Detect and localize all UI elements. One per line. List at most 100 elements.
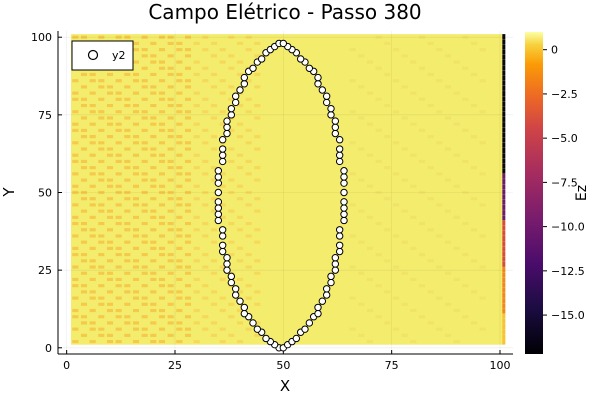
heatmap-cell bbox=[106, 209, 114, 213]
heatmap-cell bbox=[462, 315, 469, 319]
heatmap-cell bbox=[89, 135, 96, 139]
heatmap-cell bbox=[150, 302, 157, 306]
heatmap-cell bbox=[80, 209, 88, 213]
heatmap-cell bbox=[210, 54, 218, 58]
heatmap-cell bbox=[184, 333, 192, 337]
heatmap-cell bbox=[418, 66, 426, 70]
heatmap-cell bbox=[167, 135, 174, 139]
heatmap-cell bbox=[427, 72, 434, 77]
heatmap-cell bbox=[167, 159, 174, 163]
heatmap-cell bbox=[470, 197, 478, 201]
heatmap-cell bbox=[124, 72, 131, 77]
heatmap-cell bbox=[150, 135, 157, 139]
heatmap-cell bbox=[384, 197, 391, 201]
heatmap-cell bbox=[401, 116, 408, 120]
heatmap-cell bbox=[358, 116, 365, 120]
heatmap-cell bbox=[132, 290, 140, 294]
heatmap-cell bbox=[444, 116, 452, 120]
heatmap-cell bbox=[141, 110, 148, 114]
heatmap-cell bbox=[106, 103, 114, 108]
scatter-point bbox=[214, 167, 223, 175]
heatmap-edge-cell bbox=[502, 272, 506, 278]
heatmap-cell bbox=[254, 240, 261, 244]
heatmap-cell bbox=[132, 60, 140, 64]
heatmap-cell bbox=[219, 277, 226, 282]
heatmap-cell bbox=[392, 296, 400, 300]
heatmap-cell bbox=[80, 315, 88, 319]
heatmap-cell bbox=[141, 203, 148, 207]
heatmap-cell bbox=[150, 321, 157, 325]
heatmap-cell bbox=[106, 308, 114, 313]
heatmap-cell bbox=[193, 259, 200, 263]
heatmap-cell bbox=[410, 122, 417, 126]
heatmap-cell bbox=[210, 271, 218, 275]
heatmap-cell bbox=[89, 172, 96, 176]
heatmap-cell bbox=[150, 147, 157, 151]
heatmap-cell bbox=[184, 66, 192, 70]
heatmap-cell bbox=[167, 66, 174, 70]
heatmap-cell bbox=[375, 284, 382, 288]
heatmap-cell bbox=[375, 253, 382, 257]
heatmap-cell bbox=[124, 147, 131, 151]
scatter-point bbox=[240, 303, 249, 312]
heatmap-cell bbox=[150, 197, 157, 201]
heatmap-cell bbox=[470, 103, 478, 108]
heatmap-cell bbox=[98, 190, 105, 195]
heatmap-cell bbox=[98, 141, 105, 145]
heatmap-cell bbox=[193, 290, 200, 294]
heatmap-cell bbox=[210, 116, 218, 120]
heatmap-cell bbox=[89, 308, 96, 313]
scatter-point bbox=[214, 216, 223, 225]
heatmap-cell bbox=[141, 172, 148, 176]
heatmap-cell bbox=[470, 41, 478, 45]
legend-marker-y2 bbox=[87, 49, 99, 61]
heatmap-cell bbox=[106, 228, 114, 232]
heatmap-cell bbox=[124, 103, 131, 108]
heatmap-edge-cell bbox=[502, 96, 506, 102]
heatmap-cell bbox=[193, 135, 200, 139]
scatter-point bbox=[218, 145, 227, 153]
heatmap-cell bbox=[366, 215, 374, 219]
heatmap-cell bbox=[349, 234, 356, 238]
heatmap-cell bbox=[236, 60, 244, 64]
scatter-point bbox=[218, 241, 227, 249]
heatmap-cell bbox=[245, 128, 252, 132]
heatmap-cell bbox=[254, 209, 261, 213]
heatmap-cell bbox=[72, 159, 79, 163]
heatmap-edge-cell bbox=[502, 80, 506, 86]
heatmap-cell bbox=[132, 277, 140, 282]
colorbar-tick-label: −12.5 bbox=[551, 265, 585, 278]
scatter-point bbox=[305, 64, 314, 72]
heatmap-cell bbox=[210, 302, 218, 306]
heatmap-cell bbox=[132, 296, 140, 300]
heatmap-cell bbox=[89, 234, 96, 238]
scatter-point bbox=[296, 55, 305, 63]
heatmap-cell bbox=[132, 166, 140, 170]
heatmap-cell bbox=[80, 222, 88, 226]
heatmap-cell bbox=[89, 340, 96, 344]
heatmap-cell bbox=[115, 190, 122, 195]
scatter-point bbox=[253, 325, 262, 333]
scatter-point bbox=[305, 319, 314, 327]
heatmap-cell bbox=[210, 240, 218, 244]
heatmap-cell bbox=[167, 147, 174, 151]
heatmap-cell bbox=[418, 253, 426, 257]
scatter-point bbox=[231, 285, 240, 293]
heatmap-cell bbox=[106, 197, 114, 201]
scatter-point bbox=[340, 204, 348, 212]
heatmap-cell bbox=[89, 290, 96, 294]
heatmap-cell bbox=[462, 190, 469, 195]
heatmap-edge-cell bbox=[502, 251, 506, 257]
scatter-point bbox=[231, 98, 240, 107]
heatmap-cell bbox=[436, 79, 443, 83]
heatmap-cell bbox=[358, 271, 365, 275]
heatmap-cell bbox=[254, 41, 261, 45]
heatmap-cell bbox=[254, 197, 261, 201]
scatter-point bbox=[335, 247, 344, 256]
scatter-point bbox=[218, 157, 227, 166]
heatmap-cell bbox=[158, 296, 166, 300]
heatmap-cell bbox=[106, 91, 114, 95]
heatmap-cell bbox=[436, 327, 443, 331]
heatmap-cell bbox=[184, 147, 192, 151]
heatmap-cell bbox=[115, 35, 122, 39]
